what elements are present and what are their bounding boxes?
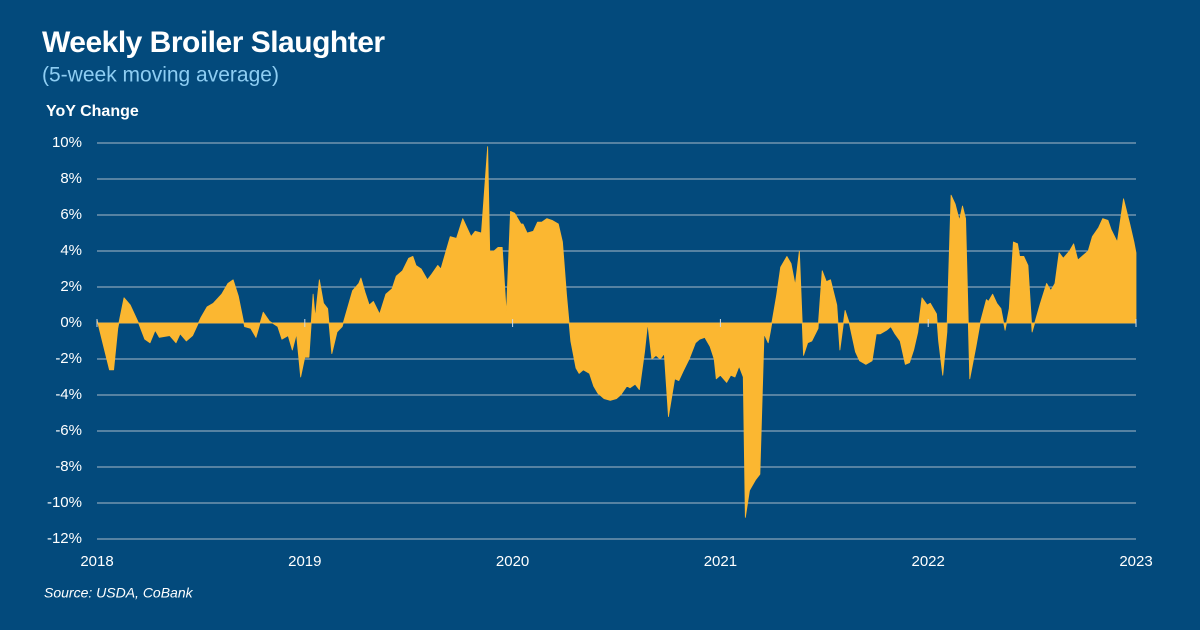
x-tick-label: 2021 — [704, 553, 737, 570]
y-tick-label: 0% — [60, 314, 82, 331]
x-tick-label: 2020 — [496, 553, 529, 570]
grid — [97, 142, 1136, 540]
x-tick-label: 2019 — [288, 553, 321, 570]
y-tick-label: 8% — [60, 170, 82, 187]
source: Source: USDA, CoBank — [44, 585, 194, 601]
y-tick-label: -12% — [47, 530, 82, 547]
y-tick-label: -6% — [55, 422, 82, 439]
x-tick-label: 2022 — [912, 553, 945, 570]
y-tick-label: 6% — [60, 206, 82, 223]
y-tick-label: -10% — [47, 494, 82, 511]
x-tick-label: 2018 — [80, 553, 113, 570]
area — [96, 146, 1137, 518]
chart-title: Weekly Broiler Slaughter — [42, 26, 385, 59]
y-tick-label: -4% — [55, 386, 82, 403]
x-tick-label: 2023 — [1119, 553, 1152, 570]
y-tick-label: -8% — [55, 458, 82, 475]
y-tick-label: 10% — [52, 134, 82, 151]
y-axis-label: YoY Change — [46, 103, 139, 120]
y-tick-label: 2% — [60, 278, 82, 295]
plot — [96, 146, 1137, 518]
axes: 10% 8% 6% 4% 2% 0% -2% -4% -6% -8% -10% -12% 2018 201… — [47, 134, 1153, 570]
chart-subtitle: (5-week moving average) — [42, 64, 279, 87]
y-tick-label: 4% — [60, 242, 82, 259]
y-tick-label: -2% — [55, 350, 82, 367]
